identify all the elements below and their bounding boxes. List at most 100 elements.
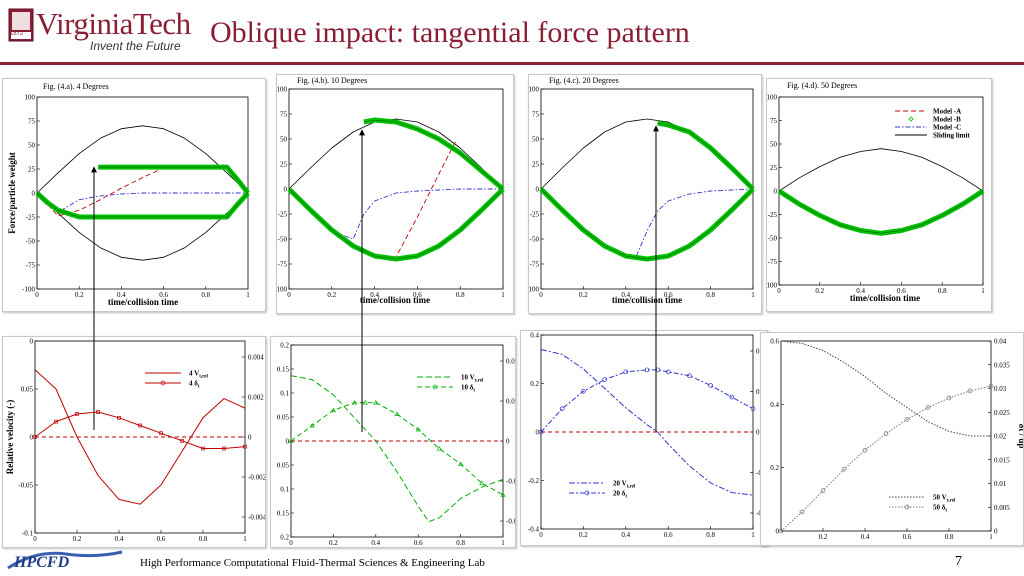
x-tick-label: 0.4 <box>117 291 126 299</box>
legend-label-symbol: δ <box>194 380 198 388</box>
y-tick-label: -0.4 <box>528 526 540 534</box>
series-line-modelB-core <box>657 122 754 190</box>
chart-panel-fig5d: 0.2 0.4 0.6 0.8 1 0.6 0.4 0.2 0 0.04 0.035 0.03 0.02… <box>760 332 1024 546</box>
y-tick-label: -25 <box>530 211 540 219</box>
y2-tick-label: 0.004 <box>506 358 515 366</box>
y2-axis-label: δt / dp <box>1017 424 1023 449</box>
y-tick-label: 0.1 <box>280 390 289 398</box>
y2-tick-label: 0.004 <box>248 354 264 362</box>
y-tick-label: 75 <box>532 111 540 119</box>
chart-fig5d: 0.2 0.4 0.6 0.8 1 0.6 0.4 0.2 0 0.04 0.035 0.03 0.02… <box>770 338 1023 542</box>
data-point <box>665 369 671 375</box>
series-line-displacement <box>290 402 504 496</box>
y-tick-label: -50 <box>26 238 36 246</box>
data-point <box>862 447 868 453</box>
x-tick-label: 0.2 <box>579 531 588 539</box>
x-tick-label: 0.6 <box>897 287 906 295</box>
y-tick-label: 100 <box>25 94 36 102</box>
legend-label: 10 Vt,rel <box>461 374 484 384</box>
x-tick-label: 0.6 <box>157 535 166 543</box>
x-tick-label: 0 <box>289 539 293 547</box>
x-tick-label: 0 <box>287 291 291 299</box>
legend-label: Model -C <box>933 124 961 132</box>
series-line-displacement <box>780 385 992 532</box>
x-tick-label: 0.8 <box>199 535 208 543</box>
series-line-modelB-core <box>36 192 249 218</box>
y2-tick-label: 0 <box>248 434 252 442</box>
logo-text: VirginiaTech <box>36 6 191 41</box>
legend-label-number: 10 <box>461 384 470 392</box>
x-tick-label: 1 <box>981 287 985 295</box>
x-tick-label: 0 <box>777 287 781 295</box>
y-tick-label: 0 <box>284 186 288 194</box>
y2-tick-label: 0.02 <box>994 433 1007 441</box>
x-tick-label: 0.8 <box>945 533 954 541</box>
y-axis-label: Force/particle weight <box>7 152 17 234</box>
y2-tick-label: 0.002 <box>248 394 264 402</box>
x-tick-label: 0 <box>35 291 39 299</box>
y-tick-label: 0.2 <box>770 464 779 472</box>
legend-label-number: 20 <box>613 480 622 488</box>
series-line-modelC <box>635 188 754 257</box>
x-tick-label: 1 <box>751 291 755 299</box>
data-point <box>330 407 337 413</box>
seal-year: 1872 <box>10 31 24 37</box>
y2-tick-label: 0.01 <box>994 480 1007 488</box>
legend-marker <box>432 384 438 390</box>
chart-fig4a: 0 0.2 0.4 0.6 0.8 1 100 75 50 25 0 -25 -50 -75 -100 Fig… <box>7 82 250 307</box>
x-tick-label: 1 <box>501 291 505 299</box>
x-axis-label: time/collision time <box>360 295 430 305</box>
legend-label: 20 δt <box>613 490 627 500</box>
y-tick-label: 0.05 <box>277 414 290 422</box>
data-point <box>415 426 421 432</box>
legend-marker <box>160 380 166 386</box>
series-line-sliding <box>288 118 504 190</box>
series-line-sliding <box>540 188 754 260</box>
y-tick-label: 0 <box>30 434 34 442</box>
y-tick-label: -75 <box>768 258 778 266</box>
data-point <box>644 367 650 373</box>
hpcfd-logo: HPCFD <box>7 550 123 571</box>
legend-label: Sliding limit <box>933 132 970 140</box>
y-tick-label: 0.05 <box>277 462 290 470</box>
y2-tick-label: 0.025 <box>994 409 1010 417</box>
data-point <box>799 509 805 515</box>
header-divider <box>0 62 1024 65</box>
series-line-modelB <box>539 187 755 262</box>
data-point <box>883 431 889 436</box>
y-tick-label: 100 <box>767 94 778 102</box>
chart-panel-fig5c: 00.20.40.60.810.40.20-0.2-0.40.0040.0020… <box>520 330 768 546</box>
data-point <box>729 394 735 400</box>
y-tick-label: 0 <box>776 528 780 536</box>
x-tick-label: 0.8 <box>456 291 465 299</box>
data-point <box>351 399 358 405</box>
series-line-sliding <box>36 125 249 194</box>
y2-tick-label: 0 <box>506 438 510 446</box>
chart-title: Fig. (4.a). 4 Degrees <box>43 82 109 91</box>
virginia-tech-logo: 1872 VirginiaTech Invent the Future <box>6 4 202 53</box>
x-tick-label: 0.8 <box>706 531 715 539</box>
chart-panel-fig4d: 0 0.2 0.4 0.6 0.8 1 100 75 50 25 0 -25 -50 -75 -100 Fig… <box>766 78 992 312</box>
legend-label: 4 Vt,rel <box>189 370 208 380</box>
legend-label: 50 δt <box>933 504 947 514</box>
y-tick-label: -0.1 <box>22 530 34 538</box>
y-tick-label: -100 <box>529 286 539 294</box>
legend-label: 4 δt <box>189 380 200 390</box>
logo-tagline: Invent the Future <box>90 39 181 53</box>
y-tick-label: 0.05 <box>21 386 34 394</box>
legend-label-number: 4 <box>189 370 194 378</box>
legend-label-number: 50 <box>933 494 942 502</box>
data-point <box>708 383 713 388</box>
y-tick-label: -25 <box>278 211 288 219</box>
y-tick-label: -75 <box>530 261 540 269</box>
x-tick-label: 0.8 <box>456 539 465 547</box>
data-point <box>159 431 163 436</box>
y-tick-label: 0.15 <box>277 510 290 518</box>
legend-label-subscript: t <box>945 509 947 514</box>
data-point <box>436 445 443 451</box>
y-tick-label: 50 <box>28 142 36 150</box>
series-line-modelB <box>98 164 250 195</box>
x-tick-label: 0.4 <box>371 539 380 547</box>
legend-label-number: 4 <box>189 380 194 388</box>
university-seal-icon <box>8 8 34 42</box>
